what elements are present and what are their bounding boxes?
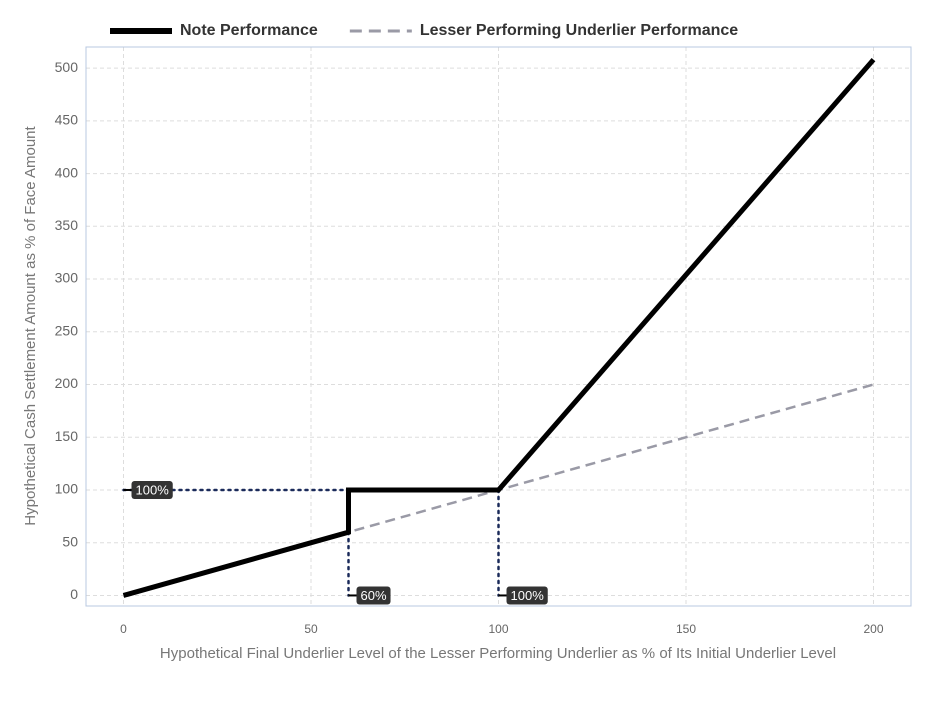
plot-border bbox=[85, 46, 912, 607]
x-tick-label: 0 bbox=[120, 622, 127, 636]
x-axis-title: Hypothetical Final Underlier Level of th… bbox=[160, 645, 836, 662]
y-tick-label: 450 bbox=[55, 112, 79, 128]
y-axis-title: Hypothetical Cash Settlement Amount as %… bbox=[22, 125, 39, 525]
y-tick-label: 250 bbox=[55, 322, 79, 338]
annotation-label: 100% bbox=[511, 588, 545, 603]
y-tick-label: 100 bbox=[55, 481, 79, 497]
legend-label: Note Performance bbox=[180, 22, 318, 39]
x-tick-label: 100 bbox=[488, 622, 508, 636]
x-tick-label: 50 bbox=[304, 622, 318, 636]
y-tick-label: 300 bbox=[55, 270, 79, 286]
annotation-box bbox=[131, 480, 173, 499]
annotation-box bbox=[356, 586, 391, 605]
series-line bbox=[122, 58, 876, 598]
y-tick-label: 350 bbox=[55, 217, 79, 233]
x-tick-label: 150 bbox=[676, 622, 696, 636]
y-tick-label: 0 bbox=[70, 586, 78, 602]
y-tick-label: 200 bbox=[55, 375, 79, 391]
y-tick-label: 400 bbox=[55, 164, 79, 180]
annotation-label: 60% bbox=[361, 588, 387, 603]
annotation-label: 100% bbox=[136, 482, 170, 497]
legend-label: Lesser Performing Underlier Performance bbox=[420, 22, 738, 39]
x-tick-label: 200 bbox=[863, 622, 883, 636]
y-tick-label: 50 bbox=[62, 533, 78, 549]
y-tick-label: 500 bbox=[55, 59, 79, 75]
annotation-box bbox=[506, 586, 548, 605]
y-tick-label: 150 bbox=[55, 428, 79, 444]
